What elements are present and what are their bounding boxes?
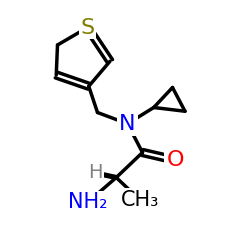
Text: CH₃: CH₃ [121,190,159,210]
Text: H: H [88,163,102,182]
Text: S: S [80,18,94,38]
Text: NH₂: NH₂ [68,192,107,212]
Text: N: N [119,114,136,134]
Text: O: O [166,150,184,170]
